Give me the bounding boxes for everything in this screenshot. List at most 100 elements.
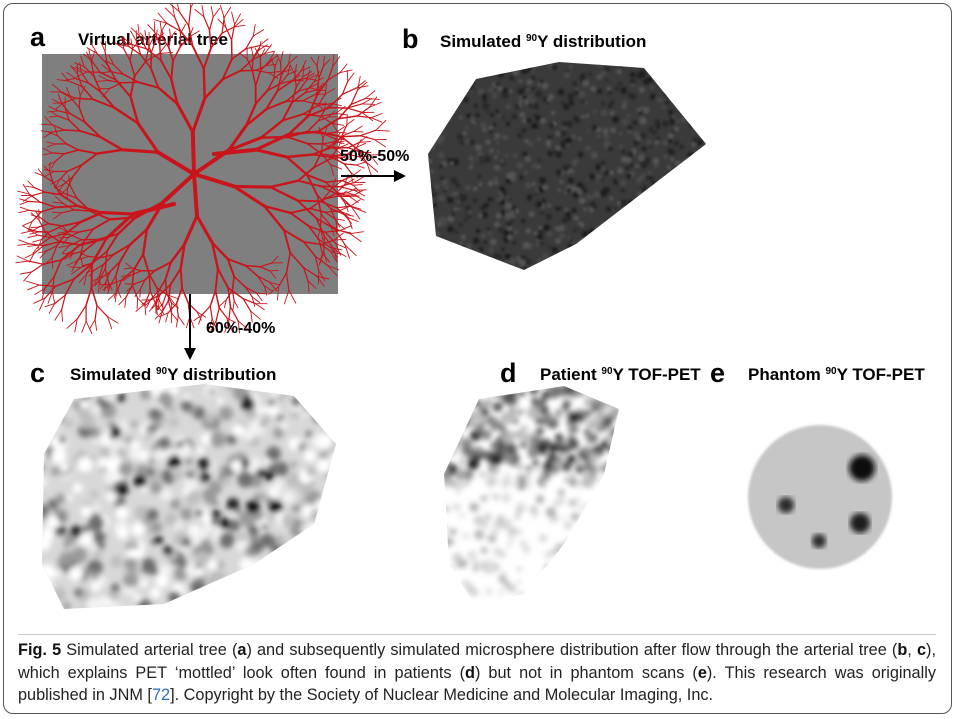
speckle [568, 424, 579, 435]
speckle [696, 233, 702, 239]
speckle [65, 419, 73, 427]
speckle [460, 65, 466, 71]
vessel [353, 185, 362, 186]
speckle [290, 561, 300, 571]
speckle [584, 503, 592, 511]
speckle [690, 208, 694, 212]
speckle [128, 449, 139, 460]
speckle [668, 139, 672, 143]
speckle [662, 203, 668, 209]
speckle [613, 463, 620, 470]
speckle [457, 467, 465, 475]
speckle [581, 585, 586, 590]
speckle [575, 556, 583, 564]
speckle [431, 251, 437, 257]
speckle [698, 270, 704, 276]
speckle [290, 602, 297, 609]
speckle [645, 157, 650, 162]
speckle [282, 491, 295, 504]
speckle [680, 95, 684, 99]
speckle [522, 95, 527, 100]
speckle [534, 192, 537, 195]
speckle [516, 509, 521, 514]
speckle [431, 200, 435, 204]
speckle [128, 538, 137, 547]
speckle [498, 227, 503, 232]
speckle [705, 238, 712, 245]
speckle [452, 402, 464, 414]
vessel [95, 320, 97, 331]
speckle [532, 163, 537, 168]
speckle [662, 271, 668, 277]
speckle [293, 544, 309, 560]
speckle [695, 262, 699, 266]
speckle [269, 405, 280, 416]
speckle [617, 201, 622, 206]
speckle [695, 162, 700, 167]
speckle [301, 603, 312, 614]
speckle [505, 581, 510, 586]
speckle [526, 259, 531, 264]
speckle [430, 103, 433, 106]
speckle [454, 207, 458, 211]
speckle [169, 385, 179, 395]
speckle [193, 468, 199, 474]
speckle [140, 389, 151, 400]
speckle [291, 411, 299, 419]
vessel [329, 108, 347, 109]
speckle [195, 568, 204, 577]
speckle [426, 240, 431, 245]
speckle [499, 590, 503, 594]
speckle [662, 121, 669, 128]
speckle [489, 148, 494, 153]
vessel [23, 226, 32, 231]
speckle [543, 599, 550, 606]
reference-link[interactable]: 72 [152, 686, 170, 704]
speckle [707, 264, 711, 268]
vessel [86, 321, 92, 333]
speckle [539, 177, 546, 184]
speckle [448, 99, 451, 102]
speckle [637, 255, 644, 262]
speckle [468, 80, 471, 83]
speckle [477, 71, 483, 77]
speckle [695, 62, 698, 65]
speckle [521, 409, 525, 413]
speckle [454, 431, 461, 438]
speckle [550, 515, 558, 523]
speckle [276, 568, 291, 583]
speckle [525, 182, 531, 188]
speckle [587, 388, 593, 394]
speckle [628, 131, 631, 134]
speckle [140, 579, 148, 587]
speckle [677, 253, 684, 260]
speckle [459, 458, 466, 465]
speckle [461, 234, 466, 239]
speckle [478, 182, 482, 186]
speckle [489, 492, 493, 496]
speckle [581, 186, 586, 191]
speckle [551, 392, 558, 399]
speckle [438, 135, 445, 142]
speckle [700, 187, 705, 192]
speckle [640, 162, 647, 169]
vessel [189, 8, 191, 26]
vessel [122, 82, 139, 83]
speckle [318, 601, 326, 609]
speckle [610, 100, 614, 104]
speckle [542, 391, 549, 398]
speckle [64, 603, 71, 610]
speckle [442, 80, 448, 86]
speckle [670, 192, 677, 199]
speckle [592, 398, 600, 406]
speckle [269, 500, 283, 514]
speckle [60, 552, 74, 566]
speckle [438, 102, 443, 107]
vessel [357, 116, 371, 118]
speckle [117, 528, 128, 539]
speckle [535, 467, 540, 472]
speckle [519, 112, 525, 118]
speckle [296, 608, 302, 614]
speckle [118, 462, 133, 477]
speckle [485, 513, 492, 520]
